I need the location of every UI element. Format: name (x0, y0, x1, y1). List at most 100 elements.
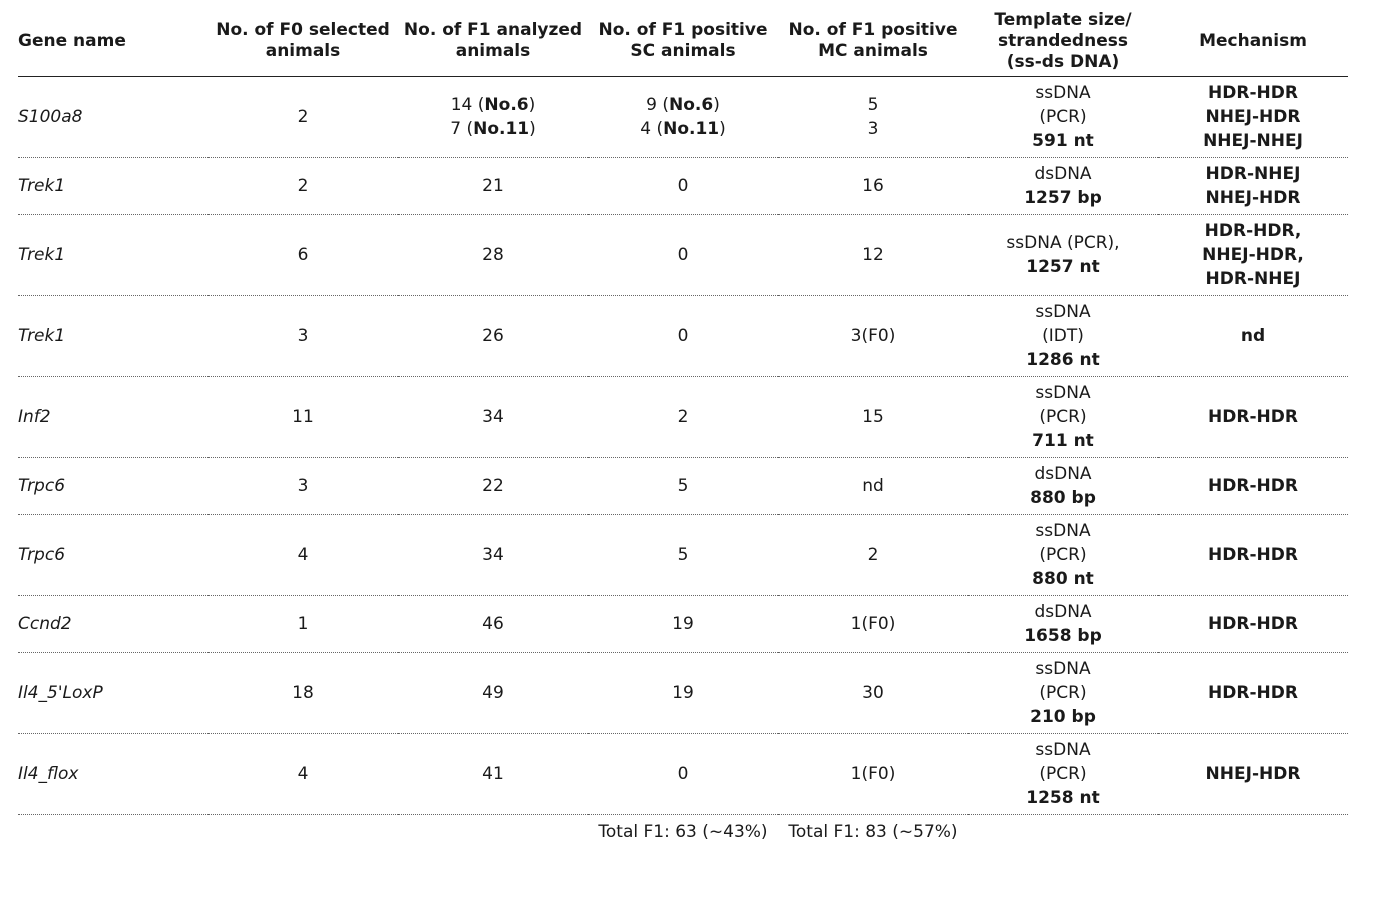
template-type: ssDNA (1035, 83, 1091, 103)
gene-name-cell: Trpc6 (18, 476, 66, 496)
header-template: Template size/ strandedness (ss-ds DNA) (968, 6, 1158, 77)
mechanism-cell: nd (1158, 296, 1348, 377)
template-type: ssDNA (PCR), (1006, 233, 1120, 253)
cell-line: HDR-HDR, (1204, 221, 1302, 241)
header-f0-selected: No. of F0 selected animals (208, 6, 398, 77)
template-cell: ssDNA (PCR) 210 bp (968, 653, 1158, 734)
gene-name-cell: Il4_5'LoxP (18, 683, 103, 703)
f0-selected-cell: 11 (292, 407, 314, 427)
template-size: 880 bp (1030, 488, 1096, 508)
paren-close: ) (719, 119, 726, 139)
header-line: No. of F1 analyzed (403, 20, 583, 40)
f0-selected-cell: 4 (297, 764, 309, 784)
header-gene-name: Gene name (18, 30, 126, 51)
table-row: S100a8 2 14 (No.6) 7 (No.11) 9 (No.6) 4 (No.1… (18, 77, 1348, 158)
cell-line: HDR-NHEJ (1205, 164, 1301, 184)
template-type: (PCR) (1039, 764, 1087, 784)
template-cell: dsDNA 1257 bp (968, 158, 1158, 215)
template-size: 880 nt (1032, 569, 1094, 589)
template-type: (PCR) (1039, 545, 1087, 565)
mechanism-cell: HDR-HDR (1158, 458, 1348, 515)
mechanism-cell: HDR-HDR NHEJ-HDR NHEJ-NHEJ (1158, 77, 1348, 158)
template-type: (IDT) (1042, 326, 1084, 346)
header-line: (ss-ds DNA) (1006, 51, 1120, 72)
founder-label: No.6 (669, 95, 714, 115)
gene-name-cell: Trpc6 (18, 545, 66, 565)
f1-analyzed-cell: 26 (482, 326, 504, 346)
empty-cell (1158, 815, 1348, 848)
f1-analyzed-cell: 49 (482, 683, 504, 703)
template-size: 1286 nt (1026, 350, 1100, 370)
f1-positive-mc-cell: 15 (862, 407, 884, 427)
f1-positive-mc-cell: 30 (862, 683, 884, 703)
header-line: No. of F1 positive (788, 20, 958, 40)
template-type: dsDNA (1034, 464, 1092, 484)
total-mc: Total F1: 83 (~57%) (788, 822, 958, 842)
gene-name-cell: Il4_flox (18, 764, 79, 784)
header-line: No. of F0 selected (216, 20, 390, 40)
header-line: animals (455, 41, 531, 61)
count-value: 7 ( (450, 119, 474, 139)
f0-selected-cell: 18 (292, 683, 314, 703)
f1-analyzed-cell: 21 (482, 176, 504, 196)
header-f1-analyzed: No. of F1 analyzed animals (398, 6, 588, 77)
cell-line: NHEJ-HDR, (1202, 245, 1304, 265)
f1-positive-sc-cell: 19 (672, 683, 694, 703)
f1-positive-mc-cell: 12 (862, 245, 884, 265)
template-type: (PCR) (1039, 683, 1087, 703)
cell-line: 4 (No.11) (588, 117, 778, 141)
f1-analyzed-cell: 34 (482, 407, 504, 427)
template-type: ssDNA (1035, 659, 1091, 679)
mechanism-cell: NHEJ-HDR (1158, 734, 1348, 815)
mechanism-cell: HDR-HDR (1158, 653, 1348, 734)
cell-line: HDR-HDR (1208, 83, 1298, 103)
f0-selected-cell: 4 (297, 545, 309, 565)
header-line: MC animals (818, 41, 928, 61)
cell-line: HDR-HDR (1208, 683, 1298, 703)
f1-positive-mc-cell: nd (862, 476, 884, 496)
template-cell: ssDNA (PCR) 591 nt (968, 77, 1158, 158)
totals-row: Total F1: 63 (~43%) Total F1: 83 (~57%) (18, 815, 1348, 848)
f0-selected-cell: 3 (297, 476, 309, 496)
empty-cell (398, 815, 588, 848)
table-row: Il4_flox 4 41 0 1(F0) ssDNA (PCR) 1258 nt NHEJ-H… (18, 734, 1348, 815)
f1-positive-sc-cell: 5 (677, 545, 689, 565)
template-type: dsDNA (1034, 164, 1092, 184)
f0-selected-cell: 1 (297, 614, 309, 634)
cell-line: HDR-HDR (1208, 614, 1298, 634)
template-size: 1258 nt (1026, 788, 1100, 808)
template-type: (PCR) (1039, 407, 1087, 427)
f0-selected-cell: 6 (297, 245, 309, 265)
template-cell: ssDNA (PCR), 1257 nt (968, 215, 1158, 296)
gene-name-cell: Inf2 (18, 407, 51, 427)
table-body: S100a8 2 14 (No.6) 7 (No.11) 9 (No.6) 4 (No.1… (18, 77, 1348, 848)
f1-analyzed-cell: 22 (482, 476, 504, 496)
header-line: strandedness (998, 30, 1128, 51)
empty-cell (208, 815, 398, 848)
count-value: 4 ( (640, 119, 664, 139)
template-size: 1257 bp (1024, 188, 1102, 208)
f1-positive-mc-cell: 1(F0) (850, 614, 896, 634)
cell-line: HDR-HDR (1208, 407, 1298, 427)
template-type: ssDNA (1035, 740, 1091, 760)
template-type: ssDNA (1035, 302, 1091, 322)
template-cell: ssDNA (PCR) 1258 nt (968, 734, 1158, 815)
empty-cell (18, 815, 208, 848)
f1-positive-sc-cell: 5 (677, 476, 689, 496)
table-row: Il4_5'LoxP 18 49 19 30 ssDNA (PCR) 210 bp HDR-HD… (18, 653, 1348, 734)
f1-positive-sc-cell: 0 (677, 176, 689, 196)
table-row: Trek1 2 21 0 16 dsDNA 1257 bp HDR-NHEJ NHEJ-HDR (18, 158, 1348, 215)
header-line: No. of F1 positive (598, 20, 768, 40)
f1-positive-sc-cell: 0 (677, 326, 689, 346)
f1-positive-sc-cell: 19 (672, 614, 694, 634)
paren-close: ) (529, 119, 536, 139)
template-size: 210 bp (1030, 707, 1096, 727)
gene-name-cell: S100a8 (18, 107, 83, 127)
f1-positive-sc-cell: 9 (No.6) 4 (No.11) (588, 77, 778, 158)
f1-positive-mc-cell: 3(F0) (850, 326, 896, 346)
f1-positive-sc-cell: 0 (677, 764, 689, 784)
mechanism-cell: HDR-HDR (1158, 596, 1348, 653)
template-type: ssDNA (1035, 521, 1091, 541)
template-size: 711 nt (1032, 431, 1094, 451)
